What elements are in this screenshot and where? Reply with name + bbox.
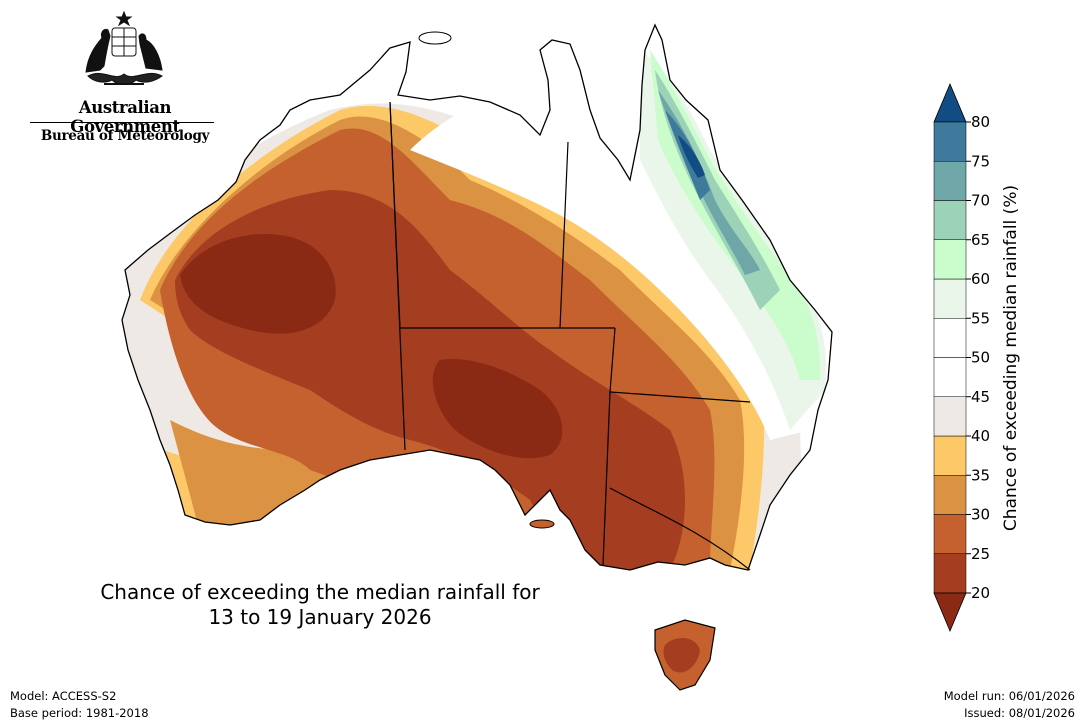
map-title-line1: Chance of exceeding the median rainfall … <box>100 580 540 604</box>
bureau-title: Bureau of Meteorology <box>40 128 210 144</box>
colorbar-tick-label: 60 <box>971 270 990 288</box>
band-below-20 <box>180 234 563 459</box>
colorbar-tick-label: 40 <box>971 427 990 445</box>
colorbar-label: Chance of exceeding median rainfall (%) <box>1001 185 1021 531</box>
colorbar-swatch-40_45 <box>933 396 967 437</box>
band-45-55 <box>410 64 815 441</box>
coat-of-arms-icon <box>85 10 163 85</box>
tasmania-core <box>663 638 700 673</box>
colorbar-swatches <box>933 82 967 633</box>
colorbar-swatch-30_35 <box>933 475 967 515</box>
colorbar-tick-label: 30 <box>971 506 990 524</box>
colorbar-tick-label: 50 <box>971 349 990 367</box>
band-above-80 <box>678 135 705 178</box>
colorbar-tick-label: 45 <box>971 388 990 406</box>
colorbar-swatch-20_25 <box>933 553 967 594</box>
coastline <box>121 23 833 571</box>
kangaroo-island <box>529 519 555 529</box>
australia-rainfall-map <box>121 23 833 691</box>
map-title: Chance of exceeding the median rainfall … <box>60 580 580 630</box>
colorbar-ticks: 20 25 30 35 40 45 50 55 60 65 70 75 80 <box>966 113 990 602</box>
colorbar-tick-label: 65 <box>971 231 990 249</box>
colorbar: 20 25 30 35 40 45 50 55 60 65 70 75 80 Chance of exc… <box>933 82 1021 633</box>
colorbar-swatch-50_55 <box>933 318 967 358</box>
band-65-70 <box>655 70 780 310</box>
colorbar-swatch-45_50 <box>933 357 967 397</box>
colorbar-arrow-above <box>933 82 967 123</box>
logo-divider <box>30 122 214 123</box>
melville-island <box>418 31 452 45</box>
border-nsw-vic <box>609 487 751 571</box>
government-logo: Australian Government Bureau of Meteorol… <box>22 10 222 145</box>
border-nt-qld <box>559 141 569 329</box>
colorbar-swatch-55_60 <box>933 278 967 319</box>
issued-date: Issued: 08/01/2026 <box>964 706 1075 720</box>
colorbar-tick-label: 75 <box>971 152 990 170</box>
colorbar-swatch-70_75 <box>933 161 967 201</box>
footer-right: Model run: 06/01/2026 Issued: 08/01/2026 <box>944 688 1075 722</box>
colorbar-arrow-below <box>933 592 967 633</box>
base-period: Base period: 1981-2018 <box>10 706 149 720</box>
model-name: Model: ACCESS-S2 <box>10 689 117 703</box>
border-sa-nsw-vic <box>602 391 611 566</box>
colorbar-tick-label: 20 <box>971 584 990 602</box>
colorbar-swatch-75_80 <box>933 121 967 162</box>
colorbar-tick-label: 55 <box>971 309 990 327</box>
model-run: Model run: 06/01/2026 <box>943 689 1075 703</box>
government-title: Australian Government <box>70 98 180 136</box>
map-title-line2: 13 to 19 January 2026 <box>208 605 432 629</box>
colorbar-swatch-25_30 <box>933 514 967 554</box>
colorbar-swatch-65_70 <box>933 200 967 240</box>
border-nt-sa <box>389 101 615 329</box>
colorbar-tick-label: 80 <box>971 113 990 131</box>
colorbar-tick-label: 70 <box>971 192 990 210</box>
footer-left: Model: ACCESS-S2 Base period: 1981-2018 <box>10 688 149 722</box>
colorbar-tick-label: 35 <box>971 466 990 484</box>
colorbar-swatch-60_65 <box>933 239 967 280</box>
colorbar-tick-label: 25 <box>971 545 990 563</box>
colorbar-swatch-35_40 <box>933 435 967 476</box>
state-borders <box>389 101 751 571</box>
